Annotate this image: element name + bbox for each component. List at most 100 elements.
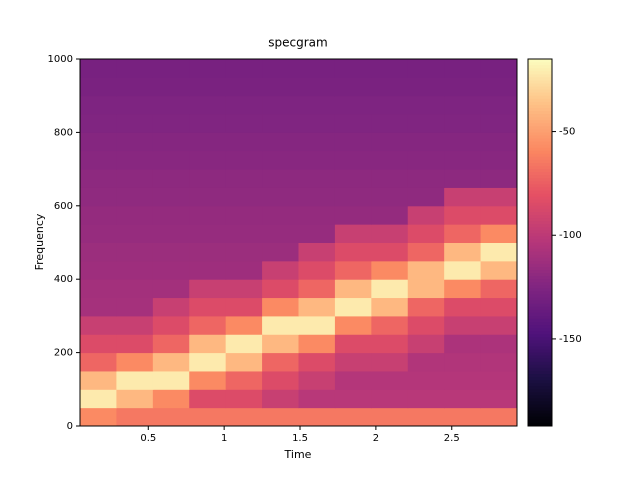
heatmap-cell (225, 187, 263, 207)
colorbar-segment (528, 214, 552, 219)
heatmap-cell (444, 150, 482, 170)
heatmap-cell (225, 370, 263, 390)
colorbar-segment (528, 175, 552, 179)
colorbar-segment (528, 110, 552, 115)
heatmap-cell (444, 407, 482, 427)
colorbar-segment (528, 184, 552, 188)
heatmap-cell (444, 260, 482, 280)
heatmap-cell (480, 114, 518, 133)
heatmap-cell (444, 224, 482, 243)
heatmap-cell (262, 370, 299, 390)
heatmap-cell (80, 169, 117, 188)
heatmap-cell (298, 77, 336, 97)
heatmap-cell (298, 389, 336, 409)
heatmap-cell (407, 224, 445, 243)
heatmap-cell (407, 132, 445, 152)
x-axis-label: Time (284, 448, 312, 461)
heatmap-cell (116, 132, 154, 152)
heatmap-cell (371, 169, 409, 188)
heatmap-cell (298, 334, 336, 354)
heatmap-cell (371, 279, 409, 299)
heatmap-cell (407, 334, 445, 354)
colorbar-segment (528, 288, 552, 292)
colorbar-segment (528, 367, 552, 372)
heatmap-cell (152, 77, 190, 97)
heatmap-cell (116, 242, 154, 262)
colorbar-segment (528, 159, 552, 164)
colorbar-segment (528, 233, 552, 237)
heatmap-cell (80, 242, 117, 262)
heatmap-cell (225, 150, 263, 170)
heatmap-cell (444, 205, 482, 225)
colorbar-segment (528, 251, 552, 256)
heatmap-cell (152, 187, 190, 207)
heatmap-cell (334, 334, 372, 354)
heatmap-cell (480, 407, 518, 427)
heatmap-cell (189, 114, 227, 133)
heatmap-cell (334, 352, 372, 372)
heatmap-cell (334, 370, 372, 390)
heatmap-cell (480, 59, 518, 78)
heatmap-cell (298, 95, 336, 115)
heatmap-cell (480, 389, 518, 409)
heatmap-cell (152, 59, 190, 78)
heatmap-cell (152, 114, 190, 133)
heatmap-cell (116, 169, 154, 188)
heatmap-cell (80, 389, 117, 409)
heatmap-cell (480, 95, 518, 115)
heatmap-cell (407, 370, 445, 390)
colorbar-segment (528, 337, 552, 341)
heatmap-cell (225, 59, 263, 78)
heatmap-cell (444, 315, 482, 335)
colorbar-tick-label: -100 (559, 230, 582, 241)
heatmap-cell (480, 169, 518, 188)
heatmap-cell (116, 407, 154, 427)
colorbar-segment (528, 162, 552, 167)
heatmap-cell (371, 150, 409, 170)
heatmap-cell (298, 352, 336, 372)
heatmap-cell (298, 59, 336, 78)
heatmap-cell (480, 370, 518, 390)
colorbar-segment (528, 374, 552, 378)
heatmap-cell (407, 95, 445, 115)
colorbar-segment (528, 227, 552, 231)
heatmap-cell (116, 114, 154, 133)
y-axis-label: Frequency (33, 213, 46, 270)
heatmap-cell (444, 370, 482, 390)
colorbar-segment (528, 199, 552, 204)
colorbar-segment (528, 218, 552, 222)
heatmap-cell (407, 242, 445, 262)
colorbar-segment (528, 208, 552, 213)
colorbar-segment (528, 413, 552, 418)
heatmap-cell (225, 242, 263, 262)
heatmap-cell (407, 59, 445, 78)
heatmap-cell (80, 114, 117, 133)
colorbar-segment (528, 270, 552, 274)
colorbar-segment (528, 419, 552, 424)
heatmap-cell (444, 334, 482, 354)
colorbar-segment (528, 392, 552, 396)
heatmap-cell (262, 59, 299, 78)
y-tick-label: 0 (67, 421, 73, 432)
heatmap-cell (116, 260, 154, 280)
colorbar-segment (528, 166, 552, 170)
heatmap-cell (262, 95, 299, 115)
x-tick-label: 2.5 (444, 433, 460, 444)
colorbar-segment (528, 153, 552, 158)
heatmap-cell (189, 95, 227, 115)
colorbar-segment (528, 68, 552, 72)
heatmap-cell (407, 77, 445, 97)
heatmap-cell (152, 334, 190, 354)
heatmap-cell (371, 114, 409, 133)
y-tick-label: 400 (54, 274, 73, 285)
heatmap-cell (298, 370, 336, 390)
heatmap-cell (371, 95, 409, 115)
heatmap-cell (116, 59, 154, 78)
heatmap-cell (116, 95, 154, 115)
colorbar-segment (528, 422, 552, 427)
x-tick-label: 1.5 (292, 433, 308, 444)
colorbar-segment (528, 370, 552, 375)
heatmap-cell (298, 187, 336, 207)
colorbar-segment (528, 62, 552, 66)
